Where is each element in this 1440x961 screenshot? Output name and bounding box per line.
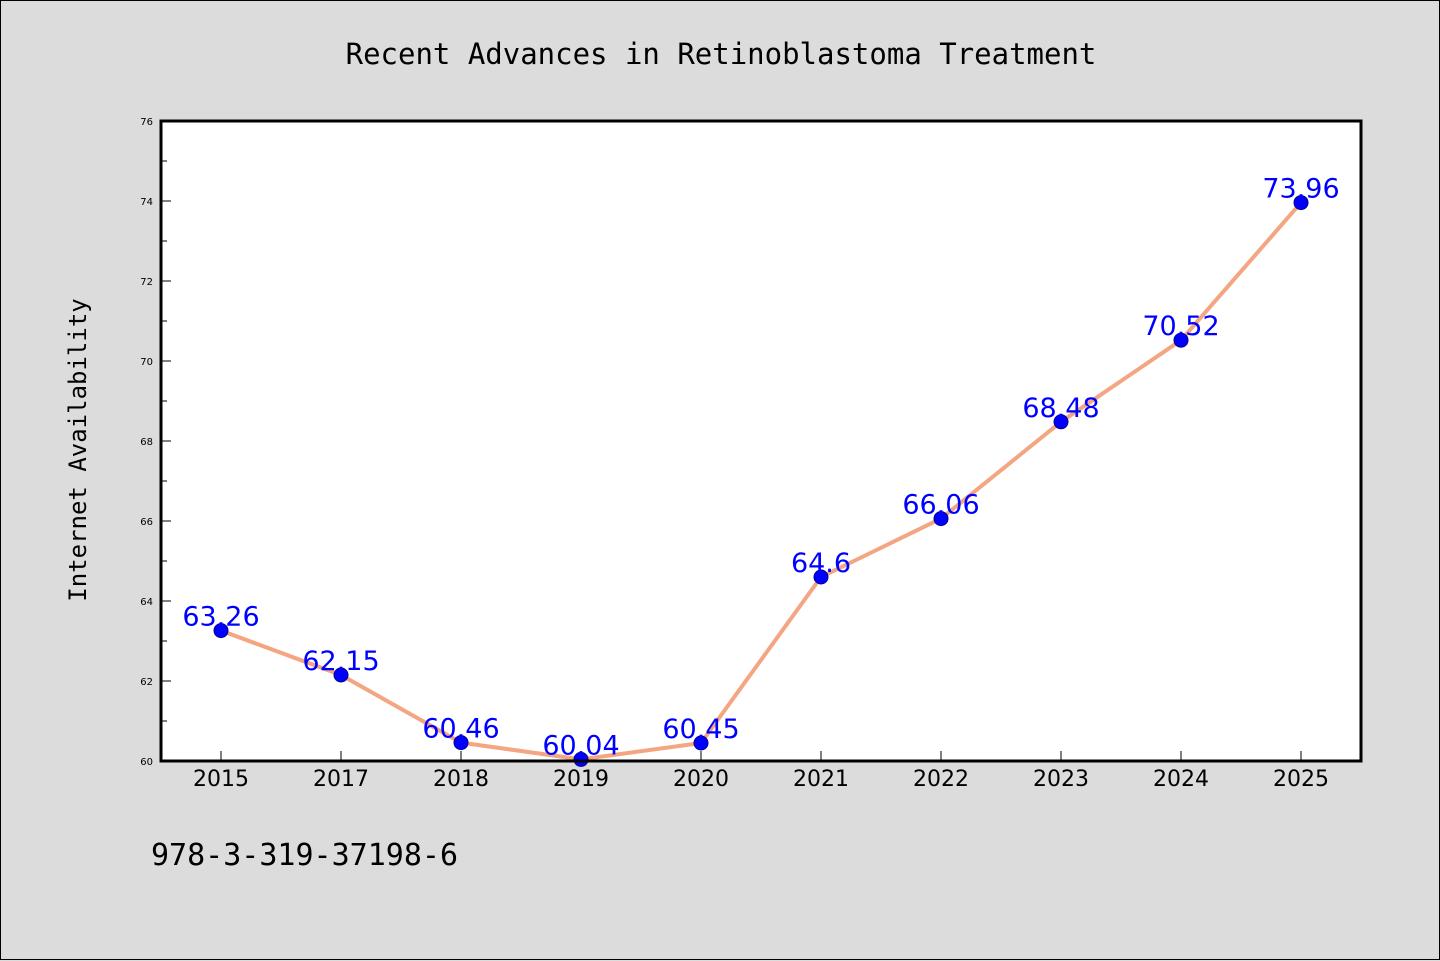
y-tick-label: 64 [140, 597, 153, 608]
data-point-marker [693, 735, 709, 751]
x-axis: 2015 2017 2018 2019 2020 2021 2022 2023 2024 2025 [193, 751, 1329, 792]
y-tick-label: 60 [140, 757, 153, 768]
data-label: 60.46 [422, 714, 499, 745]
data-label: 62.15 [302, 646, 379, 677]
data-label: 68.48 [1022, 393, 1099, 424]
x-tick-label: 2018 [433, 767, 489, 792]
data-point-marker [453, 735, 469, 751]
x-tick-label: 2021 [793, 767, 849, 792]
y-tick-label: 72 [140, 277, 153, 288]
x-tick-label: 2022 [913, 767, 969, 792]
data-label: 73.96 [1262, 174, 1339, 205]
data-point-marker [213, 623, 229, 639]
data-point-marker [813, 569, 829, 585]
plot-frame [159, 119, 1363, 763]
data-labels: 63.26 62.15 60.46 60.04 60.45 64.6 66.06 68.48 7… [182, 174, 1339, 762]
data-label: 60.45 [662, 714, 739, 745]
y-tick-label: 62 [140, 677, 153, 688]
data-point-marker [333, 667, 349, 683]
y-tick-label: 74 [140, 197, 153, 208]
x-tick-label: 2017 [313, 767, 369, 792]
y-tick-label: 76 [140, 117, 153, 128]
data-label: 66.06 [902, 490, 979, 521]
data-label: 63.26 [182, 602, 259, 633]
y-tick-label: 68 [140, 437, 153, 448]
x-tick-label: 2019 [553, 767, 609, 792]
y-tick-label: 66 [140, 517, 153, 528]
x-tick-label: 2020 [673, 767, 729, 792]
chart-title: Recent Advances in Retinoblastoma Treatm… [346, 37, 1097, 71]
data-point-marker [1293, 195, 1309, 211]
data-label: 70.52 [1142, 311, 1219, 342]
series-line-path [219, 200, 1303, 762]
x-tick-label: 2025 [1273, 767, 1329, 792]
footnote-isbn: 978-3-319-37198-6 [151, 838, 458, 873]
x-tick-label: 2015 [193, 767, 249, 792]
y-axis: 60 62 64 66 68 70 72 74 76 [140, 117, 171, 768]
x-tick-label: 2024 [1153, 767, 1209, 792]
y-axis-label: Internet Availability [64, 298, 92, 601]
data-point-marker [1173, 332, 1189, 348]
data-label: 64.6 [791, 548, 851, 579]
data-point-marker [573, 751, 589, 767]
y-tick-label: 70 [140, 357, 153, 368]
data-label: 60.04 [542, 730, 619, 761]
x-tick-label: 2023 [1033, 767, 1089, 792]
data-point-marker [933, 511, 949, 527]
series-markers [213, 195, 1309, 767]
series-line [219, 200, 1303, 762]
plot-area [161, 121, 1361, 761]
data-point-marker [1053, 414, 1069, 430]
